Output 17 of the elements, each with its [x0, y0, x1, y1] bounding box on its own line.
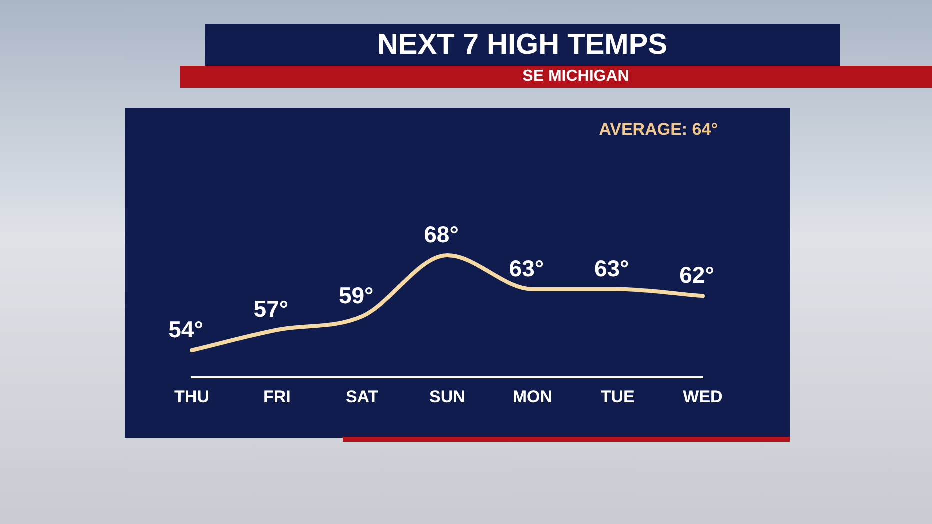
data-label: 54° [168, 316, 204, 342]
data-label: 57° [254, 296, 289, 322]
data-label: 68° [424, 221, 459, 248]
x-tick-label: FRI [263, 387, 291, 406]
x-tick-label: WED [683, 387, 723, 406]
chart-subtitle: SE MICHIGAN [522, 68, 630, 85]
x-tick-label: MON [512, 387, 553, 406]
x-tick-label: SAT [346, 387, 380, 406]
text: AVERAGE: 64° [599, 120, 718, 140]
data-label: 59° [338, 282, 374, 308]
x-tick-label: THU [174, 387, 210, 406]
chart-title: NEXT 7 HIGH TEMPS [205, 24, 840, 66]
data-label: 63° [594, 255, 630, 282]
data-label: 63° [509, 255, 544, 282]
x-tick-label: SUN [430, 387, 466, 406]
x-tick-label: TUE [600, 387, 635, 406]
data-label: 62° [680, 262, 714, 288]
